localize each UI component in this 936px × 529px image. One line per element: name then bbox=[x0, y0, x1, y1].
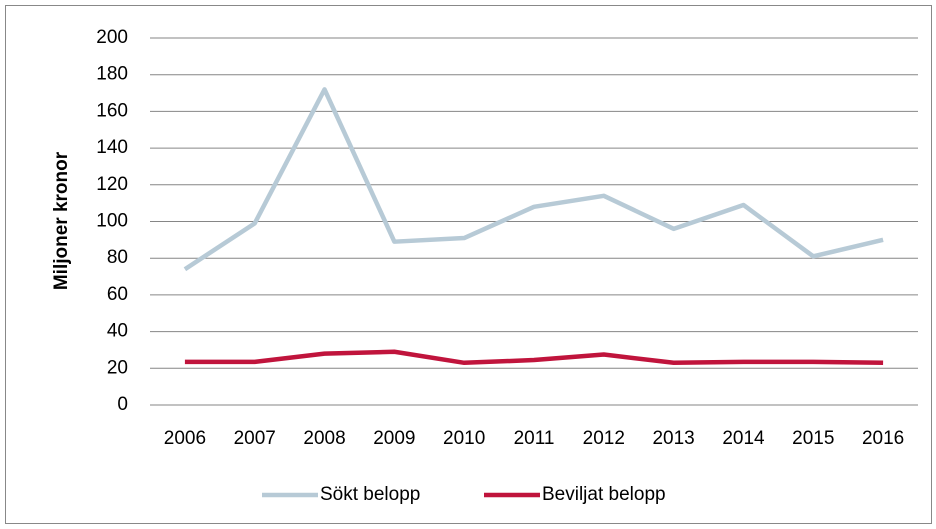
x-tick-label: 2013 bbox=[652, 428, 694, 449]
legend-label: Sökt belopp bbox=[320, 484, 420, 505]
series-line bbox=[183, 87, 884, 272]
x-tick-label: 2010 bbox=[443, 428, 485, 449]
y-tick-label: 100 bbox=[96, 211, 128, 232]
legend-label: Beviljat belopp bbox=[542, 484, 666, 505]
x-tick-label: 2007 bbox=[234, 428, 276, 449]
x-tick-label: 2008 bbox=[303, 428, 345, 449]
chart-border bbox=[5, 5, 932, 524]
y-tick-label: 180 bbox=[96, 64, 128, 85]
y-tick-label: 200 bbox=[96, 27, 128, 48]
y-tick-label: 0 bbox=[117, 394, 128, 415]
y-tick-label: 60 bbox=[107, 284, 128, 305]
x-tick-label: 2016 bbox=[862, 428, 904, 449]
y-tick-label: 80 bbox=[107, 247, 128, 268]
y-tick-label: 20 bbox=[107, 357, 128, 378]
y-tick-label: 140 bbox=[96, 137, 128, 158]
x-tick-label: 2011 bbox=[514, 428, 555, 449]
x-tick-label: 2014 bbox=[722, 428, 765, 449]
y-tick-label: 160 bbox=[96, 100, 128, 121]
x-tick-label: 2012 bbox=[583, 428, 625, 449]
x-tick-label: 2006 bbox=[164, 428, 206, 449]
y-tick-label: 40 bbox=[107, 321, 128, 342]
series-line bbox=[184, 349, 884, 366]
y-axis-label: Miljoner kronor bbox=[51, 151, 72, 290]
y-tick-label: 120 bbox=[96, 174, 128, 195]
x-tick-label: 2009 bbox=[373, 428, 415, 449]
x-tick-label: 2015 bbox=[792, 428, 834, 449]
